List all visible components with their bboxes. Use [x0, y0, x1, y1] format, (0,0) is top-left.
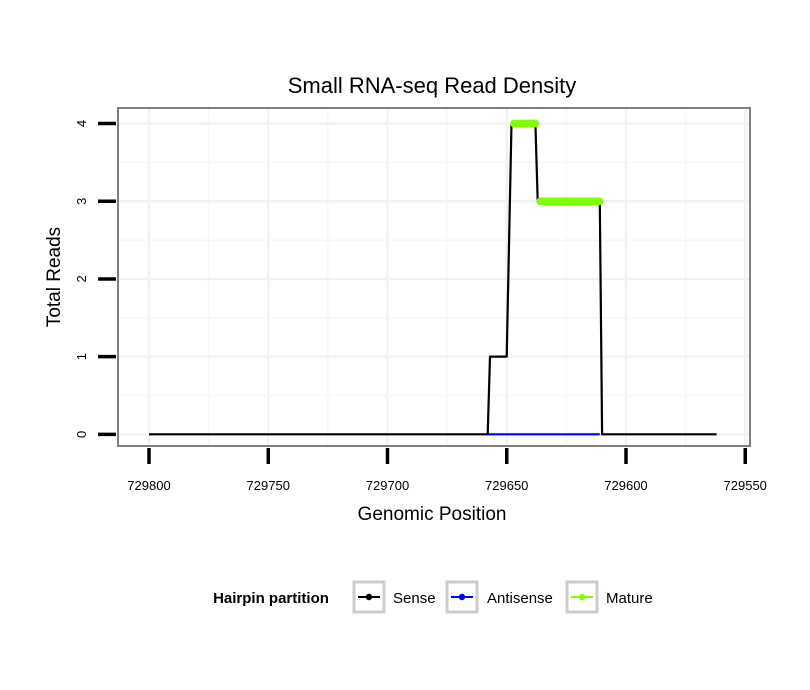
- series-layer: [149, 119, 717, 436]
- y-tick-label: 1: [74, 353, 89, 360]
- x-axis-title: Genomic Position: [358, 504, 507, 525]
- legend-label-sense: Sense: [393, 590, 436, 607]
- axes: 729800 729750 729700 729650 729600 729550 0 1 2 3…: [74, 120, 767, 493]
- legend-key-point: [578, 593, 586, 601]
- x-tick-label: 729750: [247, 478, 290, 493]
- legend-title: Hairpin partition: [213, 590, 329, 607]
- grid: [119, 109, 749, 445]
- chart-title: Small RNA-seq Read Density: [288, 73, 577, 98]
- y-tick-label: 3: [74, 198, 89, 205]
- y-tick-label: 0: [74, 431, 89, 438]
- x-tick-label: 729700: [366, 478, 409, 493]
- y-tick-label: 2: [74, 275, 89, 282]
- x-tick-label: 729800: [127, 478, 170, 493]
- x-tick-label: 729600: [604, 478, 647, 493]
- legend: Hairpin partition Sense Antisense Mature: [213, 580, 653, 614]
- plot-panel: [117, 107, 751, 447]
- legend-key-point: [365, 593, 373, 601]
- legend-key-point: [458, 593, 466, 601]
- y-axis-title: Total Reads: [44, 227, 65, 327]
- x-tick-label: 729550: [724, 478, 767, 493]
- x-tick-label: 729650: [485, 478, 528, 493]
- legend-label-mature: Mature: [606, 590, 653, 607]
- y-tick-label: 4: [74, 120, 89, 127]
- legend-label-antisense: Antisense: [487, 590, 553, 607]
